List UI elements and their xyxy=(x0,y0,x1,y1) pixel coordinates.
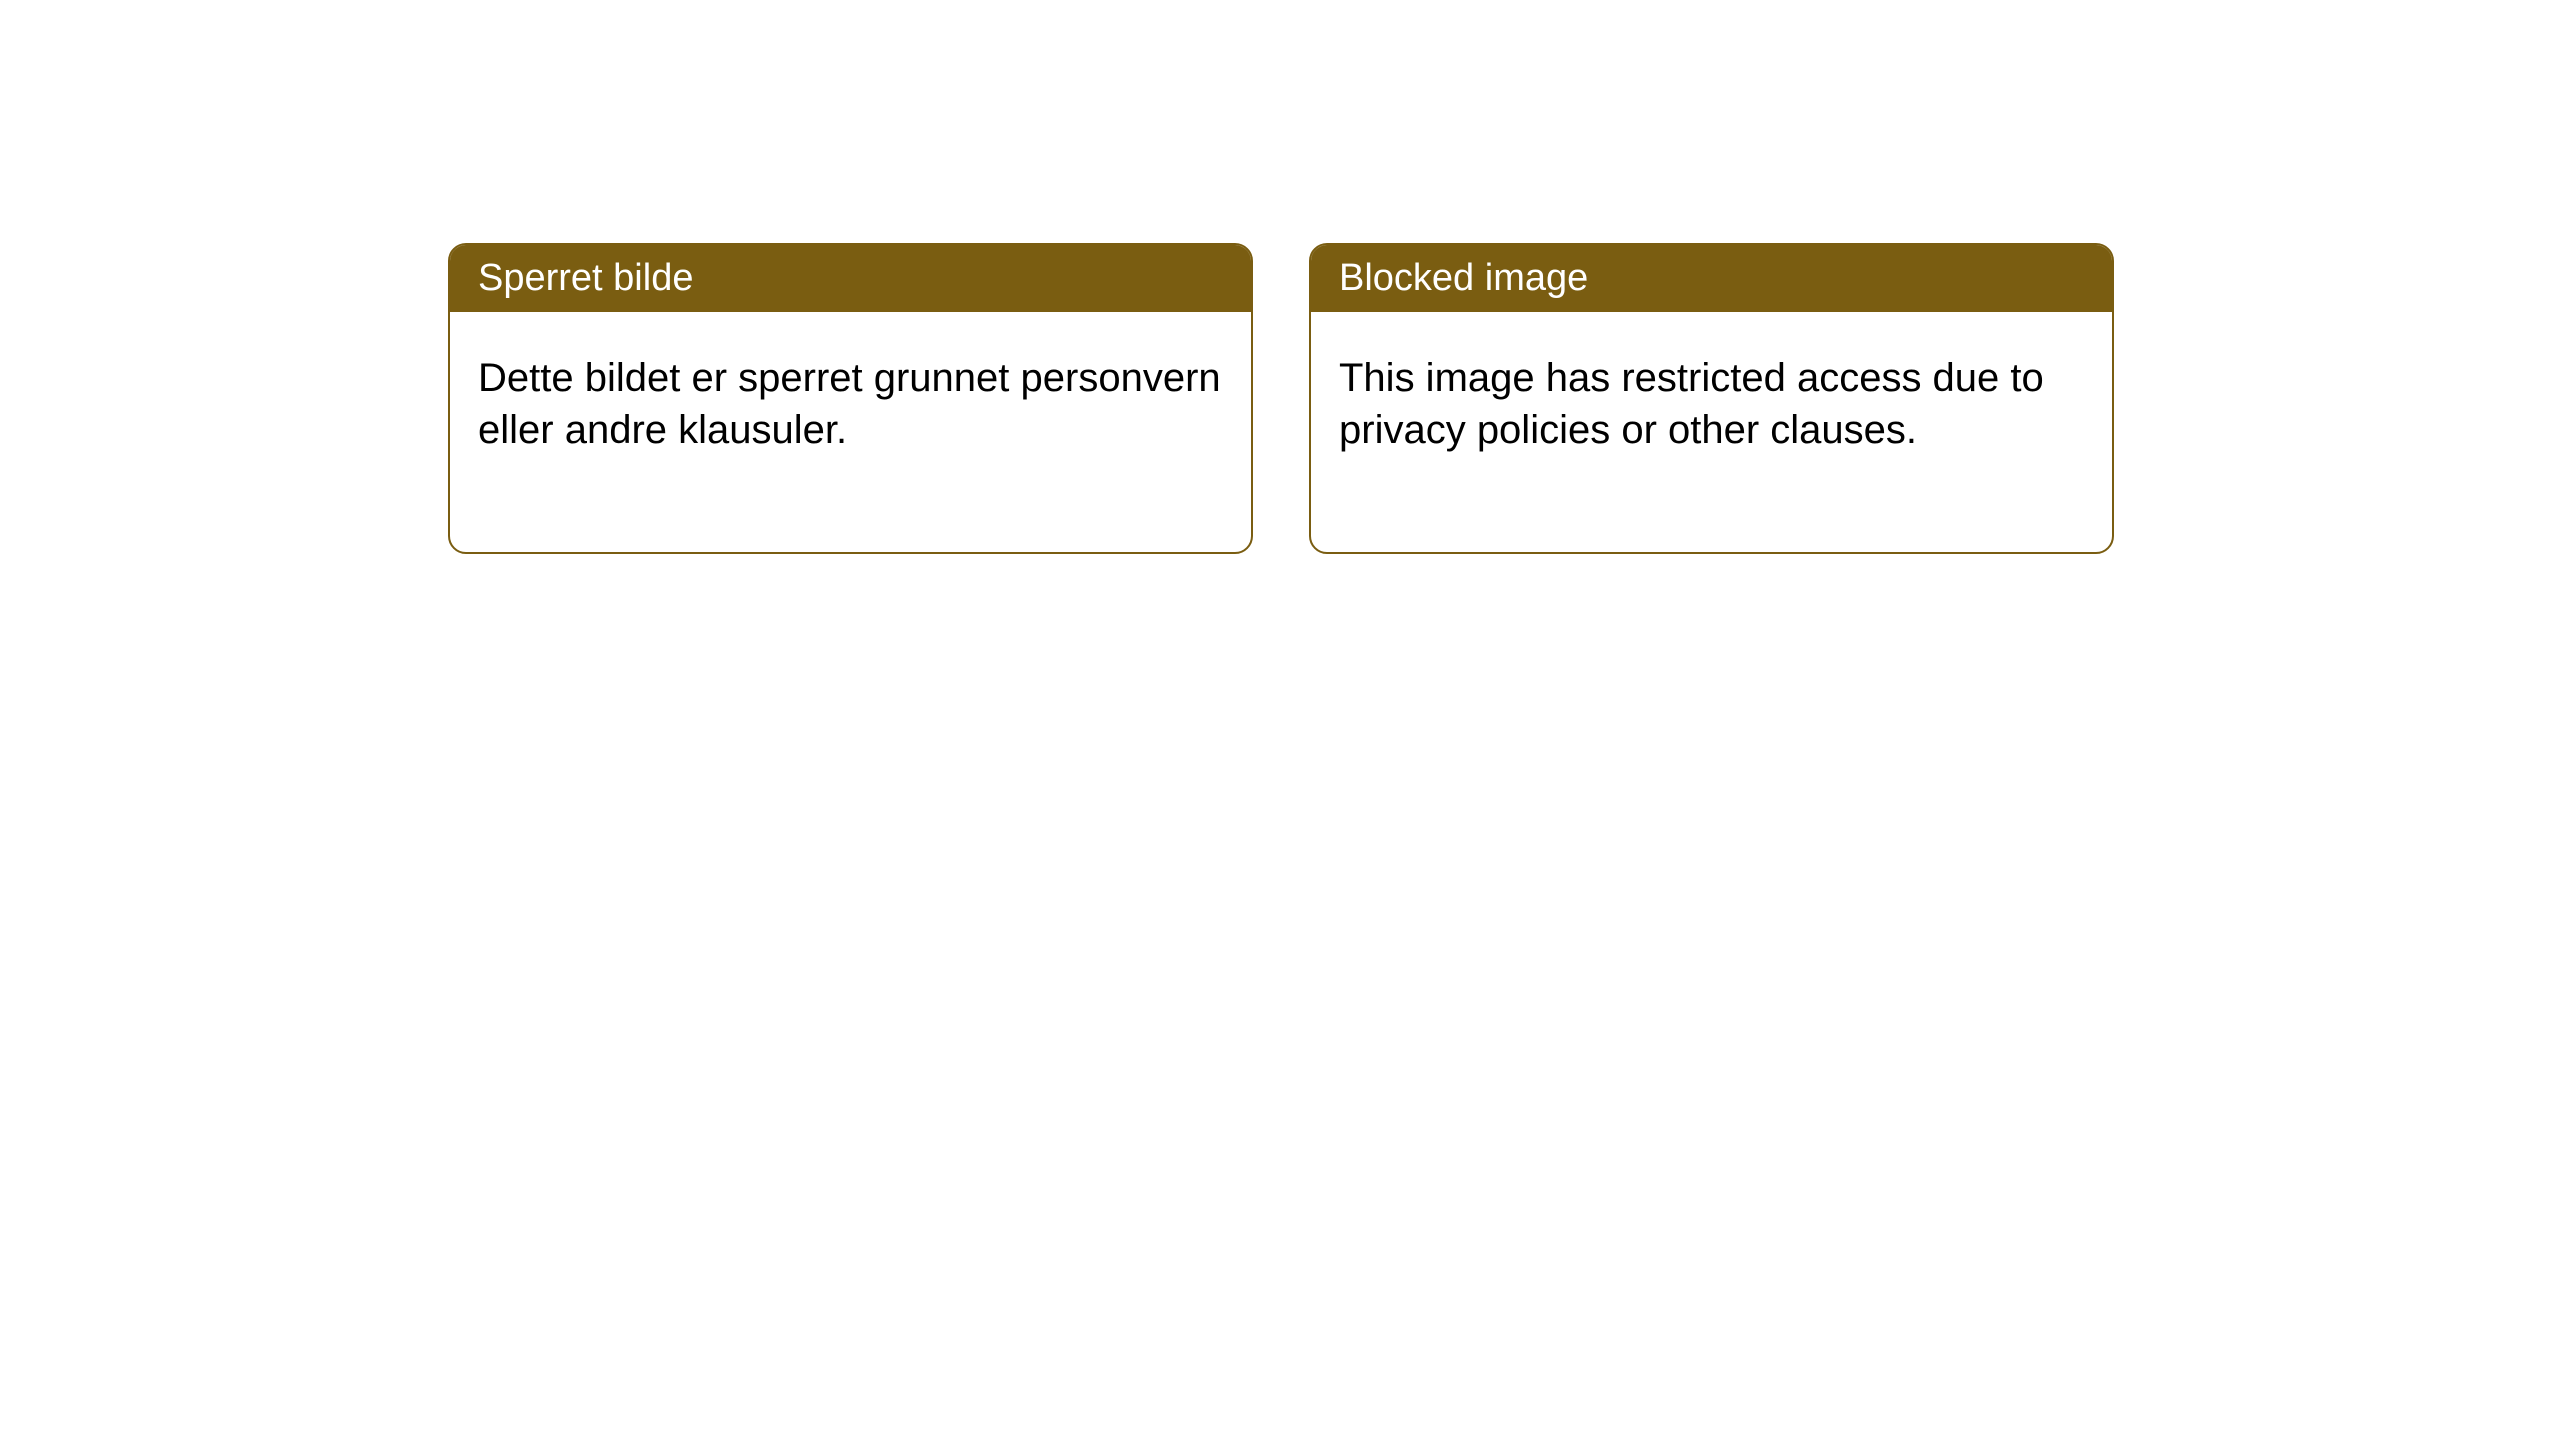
notice-card-english: Blocked image This image has restricted … xyxy=(1309,243,2114,554)
card-body-text: This image has restricted access due to … xyxy=(1339,356,2044,452)
card-body: This image has restricted access due to … xyxy=(1311,312,2112,552)
card-body-text: Dette bildet er sperret grunnet personve… xyxy=(478,356,1221,452)
notice-card-norwegian: Sperret bilde Dette bildet er sperret gr… xyxy=(448,243,1253,554)
card-header: Sperret bilde xyxy=(450,245,1251,312)
notice-cards-container: Sperret bilde Dette bildet er sperret gr… xyxy=(448,243,2114,554)
card-title: Blocked image xyxy=(1339,257,1588,299)
card-title: Sperret bilde xyxy=(478,257,693,299)
card-body: Dette bildet er sperret grunnet personve… xyxy=(450,312,1251,552)
card-header: Blocked image xyxy=(1311,245,2112,312)
